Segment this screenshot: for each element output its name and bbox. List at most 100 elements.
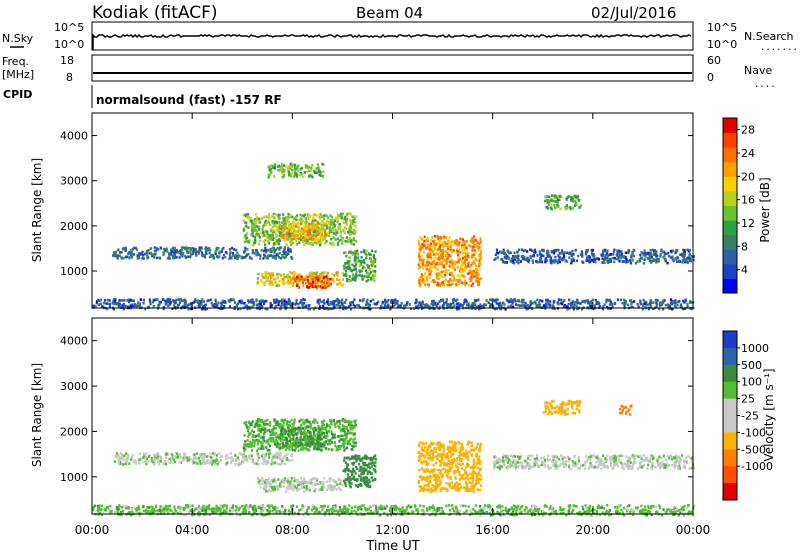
data-cell bbox=[552, 251, 556, 255]
data-cell bbox=[340, 479, 343, 482]
data-cell bbox=[266, 276, 269, 280]
data-cell bbox=[476, 244, 479, 248]
data-cell bbox=[507, 251, 511, 255]
data-cell bbox=[428, 249, 431, 253]
data-cell bbox=[354, 441, 358, 445]
data-cell bbox=[269, 305, 272, 308]
data-cell bbox=[287, 252, 290, 256]
data-cell bbox=[243, 421, 246, 425]
data-cell bbox=[297, 449, 300, 452]
data-cell bbox=[172, 256, 175, 260]
data-cell bbox=[253, 303, 256, 307]
data-cell bbox=[462, 256, 465, 260]
data-cell bbox=[534, 251, 537, 254]
data-cell bbox=[517, 303, 520, 307]
data-cell bbox=[314, 171, 317, 174]
data-cell bbox=[676, 255, 679, 259]
data-cell bbox=[342, 264, 346, 268]
data-cell bbox=[432, 279, 435, 282]
data-cell bbox=[261, 304, 264, 308]
data-cell bbox=[516, 250, 519, 254]
data-cell bbox=[143, 452, 146, 456]
data-cell bbox=[470, 274, 474, 278]
colorbar-segment bbox=[723, 234, 737, 250]
data-cell bbox=[304, 218, 307, 222]
data-cell bbox=[210, 255, 213, 258]
data-cell bbox=[340, 212, 343, 216]
data-cell bbox=[571, 305, 574, 309]
data-cell bbox=[331, 436, 334, 440]
data-cell bbox=[125, 255, 128, 259]
data-cell bbox=[346, 261, 349, 264]
data-cell bbox=[333, 436, 336, 439]
data-cell bbox=[283, 305, 286, 308]
data-cell bbox=[197, 304, 200, 308]
data-cell bbox=[435, 276, 438, 280]
data-cell bbox=[632, 248, 635, 252]
data-cell bbox=[475, 279, 478, 283]
data-cell bbox=[318, 173, 321, 177]
data-cell bbox=[356, 303, 359, 307]
data-cell bbox=[290, 477, 293, 480]
data-cell bbox=[364, 252, 367, 255]
data-cell bbox=[280, 246, 283, 249]
data-cell bbox=[269, 248, 272, 251]
data-cell bbox=[328, 424, 331, 427]
data-cell bbox=[302, 446, 305, 450]
data-cell bbox=[253, 225, 256, 229]
data-cell bbox=[600, 253, 603, 257]
data-cell bbox=[198, 246, 201, 250]
data-cell bbox=[311, 234, 314, 238]
data-cell bbox=[414, 301, 417, 305]
data-cell bbox=[318, 434, 322, 437]
data-cell bbox=[332, 304, 335, 307]
data-cell bbox=[275, 229, 278, 232]
data-cell bbox=[240, 301, 243, 305]
data-cell bbox=[547, 252, 550, 255]
data-cell bbox=[571, 197, 574, 201]
data-cell bbox=[324, 284, 327, 288]
data-cell bbox=[571, 249, 574, 253]
data-cell bbox=[196, 462, 199, 465]
data-cell bbox=[373, 260, 376, 264]
data-cell bbox=[621, 301, 624, 305]
data-cell bbox=[162, 462, 165, 465]
data-cell bbox=[545, 299, 548, 302]
data-cell bbox=[246, 428, 250, 432]
data-cell bbox=[181, 248, 184, 251]
data-cell bbox=[605, 300, 608, 304]
data-cell bbox=[526, 303, 529, 307]
data-cell bbox=[353, 277, 356, 281]
data-cell bbox=[586, 256, 589, 259]
data-cell bbox=[270, 280, 273, 283]
data-cell bbox=[296, 445, 300, 448]
data-cell bbox=[588, 257, 591, 261]
data-cell bbox=[327, 221, 330, 224]
data-cell bbox=[352, 222, 355, 226]
data-cell bbox=[459, 304, 462, 307]
data-cell bbox=[312, 271, 315, 275]
data-cell bbox=[122, 256, 125, 260]
power-ylabel: Slant Range [km] bbox=[30, 158, 44, 262]
data-cell bbox=[664, 303, 667, 307]
data-cell bbox=[560, 302, 563, 306]
data-cell bbox=[168, 253, 171, 257]
data-cell bbox=[181, 305, 184, 308]
data-cell bbox=[457, 259, 460, 262]
data-cell bbox=[182, 456, 185, 460]
data-cell bbox=[242, 226, 246, 230]
data-cell bbox=[683, 253, 686, 256]
data-cell bbox=[267, 460, 270, 463]
data-cell bbox=[354, 444, 357, 448]
data-cell bbox=[134, 459, 137, 463]
data-cell bbox=[200, 455, 203, 458]
data-cell bbox=[351, 251, 354, 255]
data-cell bbox=[320, 236, 323, 240]
data-cell bbox=[252, 243, 255, 247]
data-cell bbox=[224, 250, 227, 254]
data-cell bbox=[681, 307, 684, 311]
data-cell bbox=[282, 457, 285, 460]
data-cell bbox=[624, 256, 627, 259]
data-cell bbox=[432, 250, 435, 254]
data-cell bbox=[128, 300, 131, 304]
